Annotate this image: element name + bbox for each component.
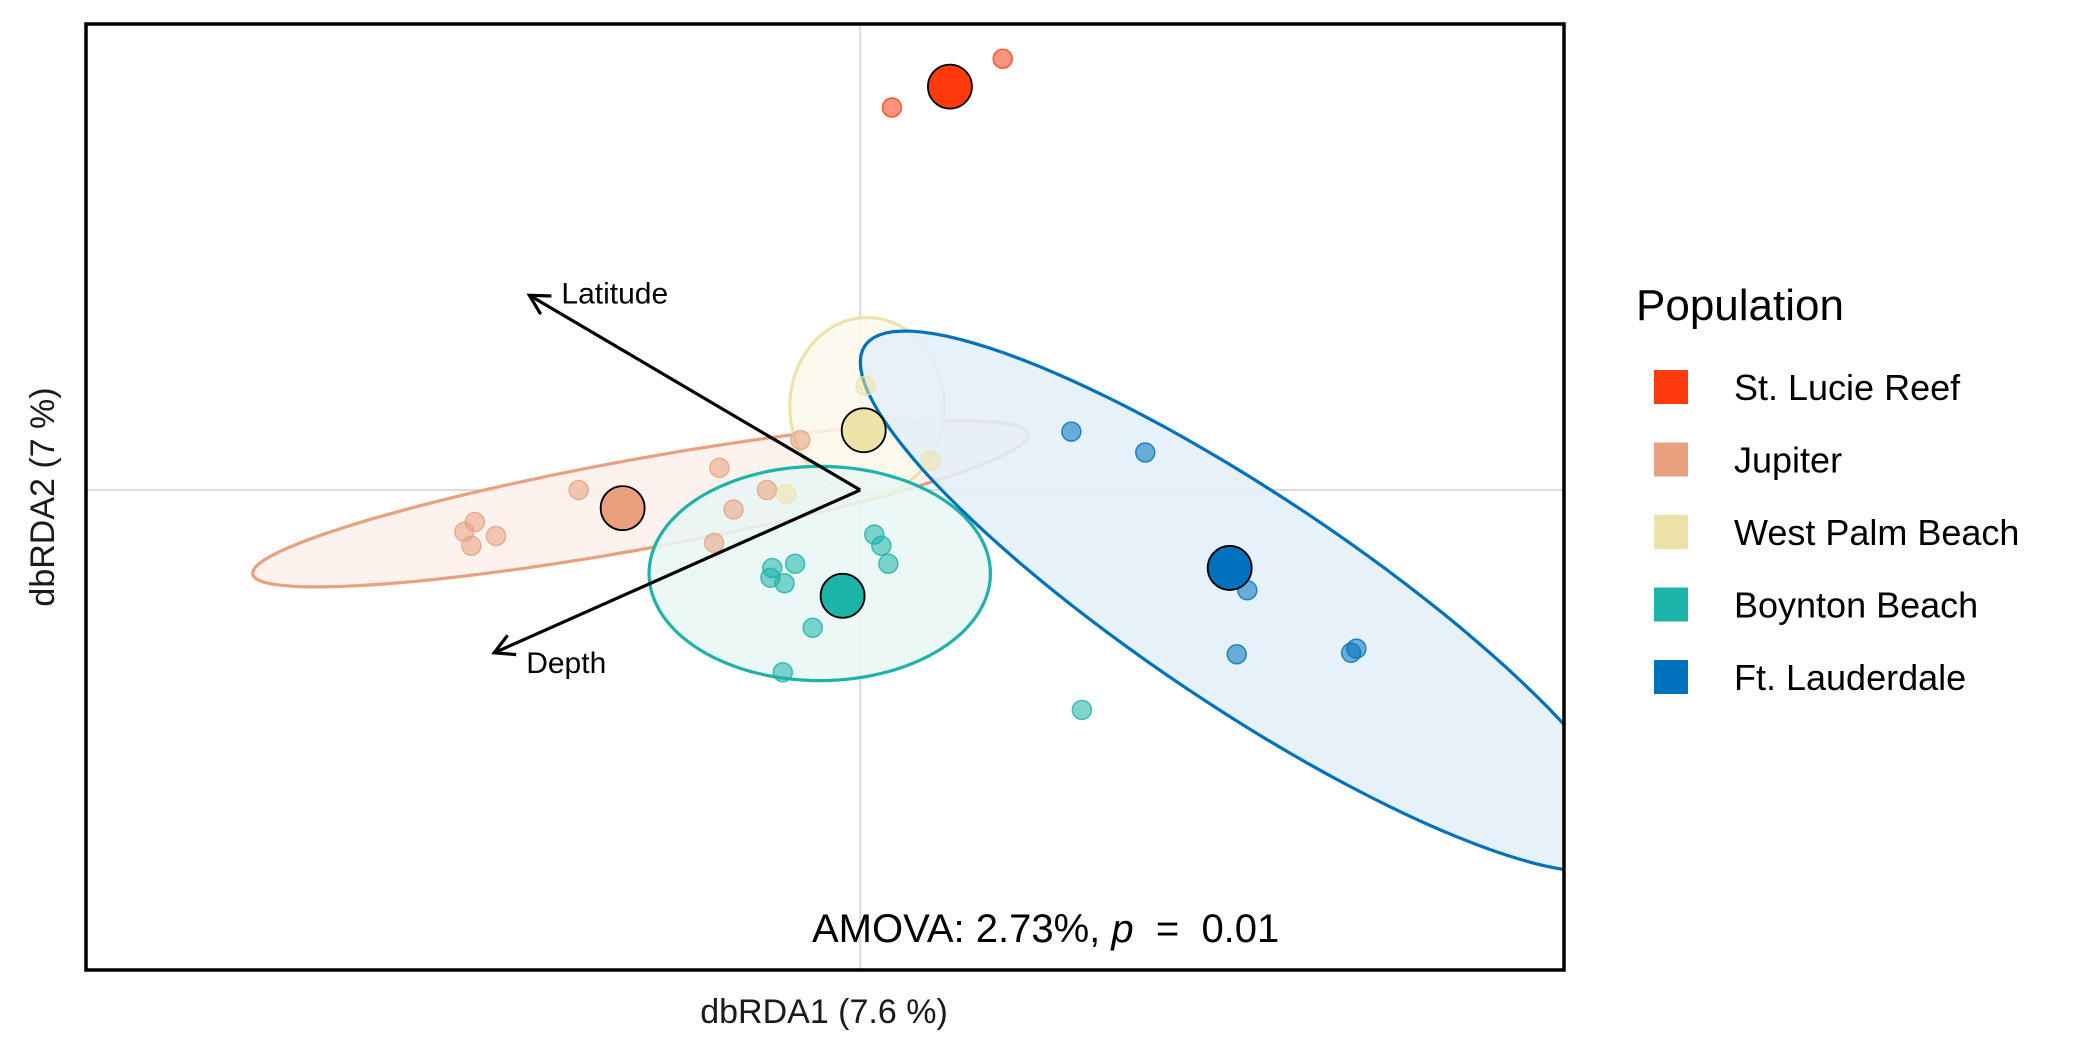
centroid-ft-lauderdale xyxy=(1206,545,1253,591)
point-boynton-beach xyxy=(784,553,806,575)
ellipse-boynton-beach xyxy=(647,464,993,683)
point-west-palm-beach xyxy=(855,375,876,396)
point-st-lucie-reef xyxy=(992,48,1013,70)
legend-swatch-ft-lauderdale xyxy=(1654,660,1688,694)
legend-label-st-lucie-reef: St. Lucie Reef xyxy=(1734,367,1961,408)
point-st-lucie-reef xyxy=(881,97,903,118)
legend-items: St. Lucie Reef Jupiter West Palm Beach Boyn… xyxy=(1654,367,2019,698)
vectors-layer: Latitude Depth xyxy=(491,277,862,680)
legend-swatch-st-lucie-reef xyxy=(1654,370,1688,404)
vector-arrowhead-depth xyxy=(491,634,517,657)
legend-label-west-palm-beach: West Palm Beach xyxy=(1734,512,2019,553)
legend-swatch-west-palm-beach xyxy=(1654,515,1688,549)
centroid-boynton-beach xyxy=(819,572,866,619)
point-jupiter xyxy=(568,479,589,501)
point-jupiter xyxy=(485,525,507,547)
point-jupiter xyxy=(723,499,744,520)
point-boynton-beach xyxy=(871,535,892,556)
point-west-palm-beach xyxy=(776,483,797,505)
legend: Population St. Lucie Reef Jupiter West Pal… xyxy=(1636,281,2019,698)
vector-arrowhead-latitude xyxy=(526,293,552,315)
y-axis-title: dbRDA2 (7 %) xyxy=(24,387,62,606)
point-jupiter xyxy=(709,457,730,479)
point-ft-lauderdale xyxy=(1340,642,1362,664)
point-jupiter xyxy=(756,479,778,501)
legend-label-jupiter: Jupiter xyxy=(1734,440,1842,481)
point-ft-lauderdale xyxy=(1226,643,1247,665)
vector-depth xyxy=(493,488,861,655)
vector-label-depth: Depth xyxy=(526,647,606,680)
centroid-west-palm-beach xyxy=(840,407,887,454)
point-jupiter xyxy=(461,535,482,556)
ellipse-ft-lauderdale xyxy=(858,329,1564,872)
point-boynton-beach xyxy=(774,573,795,594)
legend-swatch-boynton-beach xyxy=(1654,587,1688,622)
point-ft-lauderdale xyxy=(1061,421,1082,442)
vector-latitude xyxy=(528,293,862,492)
points-layer xyxy=(454,48,1367,721)
vector-label-latitude: Latitude xyxy=(561,277,668,310)
centroid-st-lucie-reef xyxy=(927,63,973,110)
x-axis-title: dbRDA1 (7.6 %) xyxy=(700,993,948,1031)
point-jupiter xyxy=(464,511,486,533)
ellipses-layer xyxy=(251,315,1564,872)
plot-area: Latitude Depth xyxy=(86,24,1564,970)
point-jupiter xyxy=(790,429,811,451)
centroids-layer xyxy=(599,63,1253,619)
legend-label-boynton-beach: Boynton Beach xyxy=(1734,585,1978,626)
amova-annotation: AMOVA: 2.73%, p = 0.01 xyxy=(812,907,1279,951)
point-ft-lauderdale xyxy=(1134,442,1156,463)
point-jupiter xyxy=(703,532,725,554)
point-west-palm-beach xyxy=(920,450,941,472)
point-boynton-beach xyxy=(1071,699,1093,721)
point-boynton-beach xyxy=(878,553,899,575)
point-boynton-beach xyxy=(772,662,794,683)
point-boynton-beach xyxy=(802,617,823,639)
legend-swatch-jupiter xyxy=(1654,442,1688,477)
centroid-jupiter xyxy=(599,485,646,532)
plot-border xyxy=(84,22,1566,972)
legend-label-ft-lauderdale: Ft. Lauderdale xyxy=(1734,657,1966,698)
legend-title: Population xyxy=(1636,281,1844,330)
